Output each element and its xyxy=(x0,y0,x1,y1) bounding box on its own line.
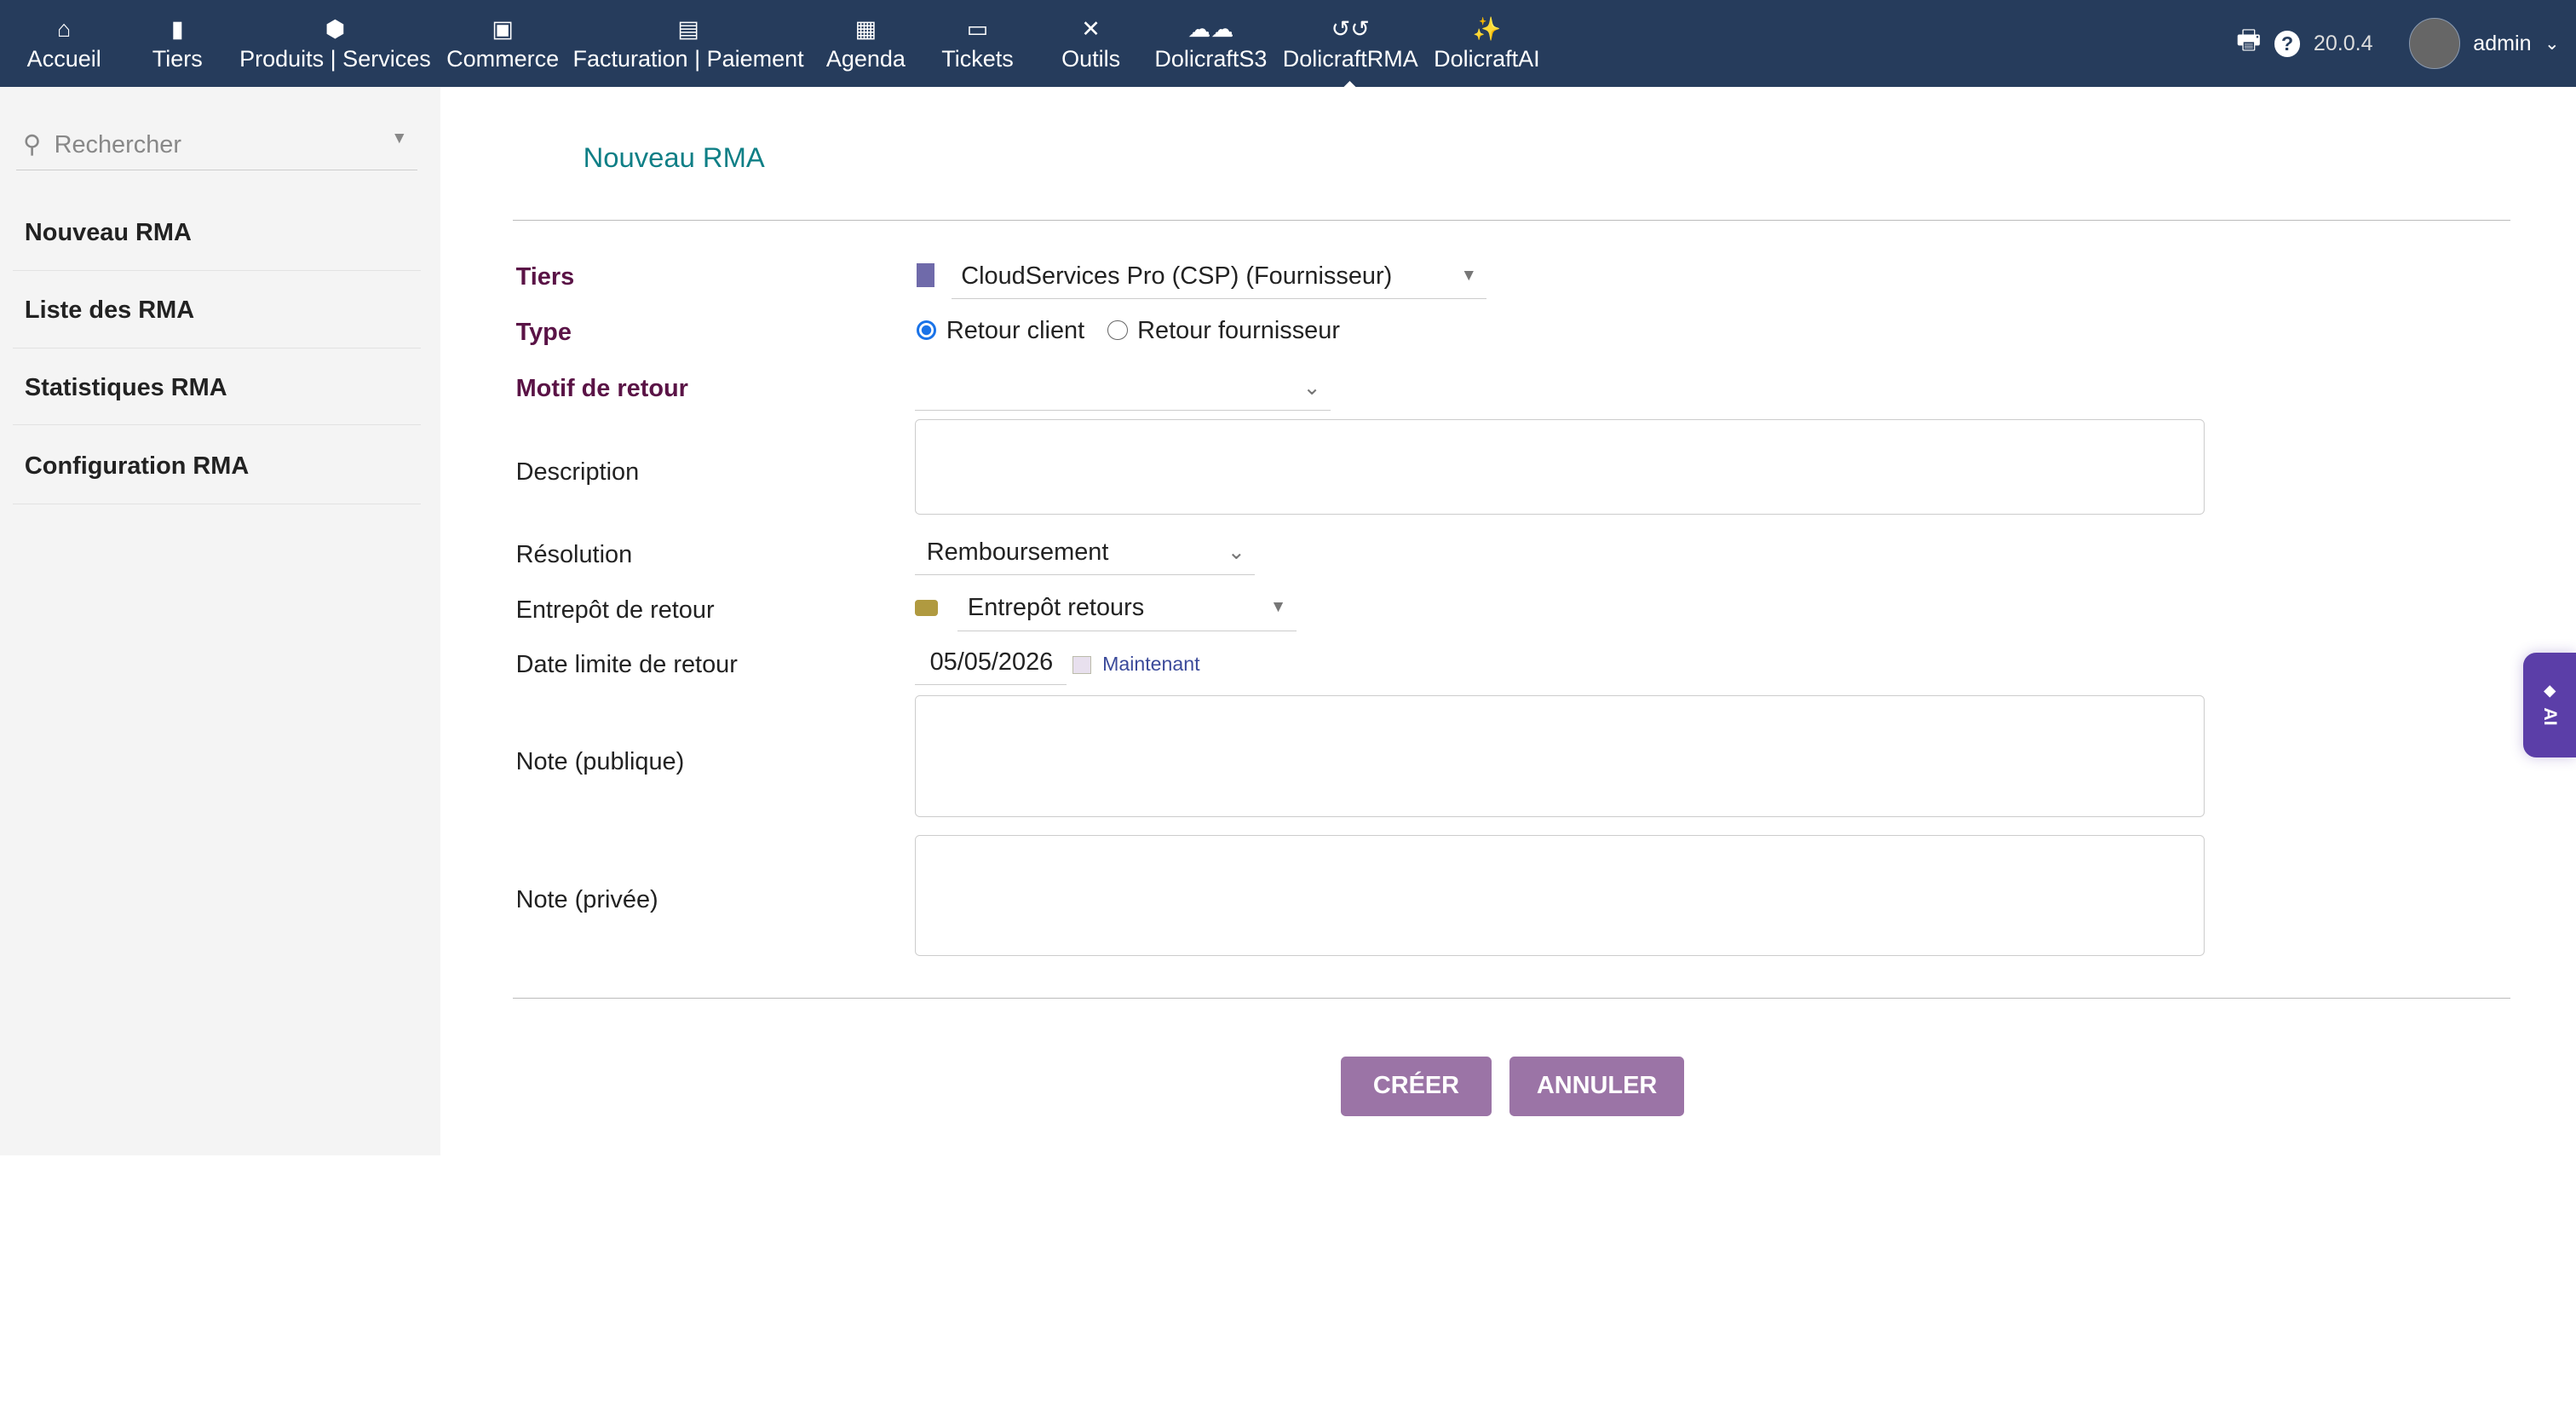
nav-item-facturation-paiement[interactable]: ▤ Facturation | Paiement xyxy=(573,13,804,72)
nav-item-label: Commerce xyxy=(446,45,560,72)
divider xyxy=(512,997,2510,999)
maintenant-link[interactable]: Maintenant xyxy=(1102,652,1200,675)
note-public-label: Note (publique) xyxy=(515,747,685,775)
building-icon: ▮ xyxy=(170,16,184,43)
nav-item-tickets[interactable]: ▭ Tickets xyxy=(941,13,1014,72)
nav-item-label: DolicraftS3 xyxy=(1154,45,1268,72)
chevron-down-icon: ⌄ xyxy=(1227,539,1245,564)
description-label: Description xyxy=(515,458,640,487)
chevron-down-icon[interactable]: ⌄ xyxy=(2544,33,2560,54)
help-icon[interactable]: ? xyxy=(2274,30,2301,57)
nav-item-agenda[interactable]: ▦ Agenda xyxy=(826,13,906,72)
nav-item-outils[interactable]: ✕ Outils xyxy=(1061,13,1120,72)
nav-item-label: DolicraftAI xyxy=(1434,45,1540,72)
invoice-icon: ▤ xyxy=(677,16,699,43)
nav-item-label: Agenda xyxy=(825,45,906,72)
caret-down-icon: ▼ xyxy=(1460,266,1477,285)
calendar-icon: ▦ xyxy=(854,16,877,43)
note-private-label: Note (privée) xyxy=(515,885,658,913)
motif-select[interactable]: ⌄ xyxy=(915,368,1331,412)
box-icon xyxy=(915,599,939,617)
diamond-icon: ◆ xyxy=(2544,682,2556,700)
resolution-select[interactable]: Remboursement ⌄ xyxy=(915,533,1256,575)
nav-item-label: DolicraftRMA xyxy=(1282,45,1418,72)
type-label: Type xyxy=(515,319,572,347)
avatar[interactable] xyxy=(2409,18,2460,70)
home-icon: ⌂ xyxy=(57,16,72,43)
nav-item-tiers[interactable]: ▮ Tiers xyxy=(152,13,203,72)
building-icon xyxy=(917,262,935,288)
cube-icon: ⬢ xyxy=(325,16,346,43)
nav-item-label: Facturation | Paiement xyxy=(572,45,804,72)
magic-wand-icon: ✨ xyxy=(1472,16,1502,43)
radio-retour-client[interactable]: Retour client xyxy=(917,317,1084,344)
nav-item-label: Accueil xyxy=(26,45,101,72)
print-icon[interactable]: 🖶 xyxy=(2236,25,2262,55)
version-text: 20.0.4 xyxy=(2313,31,2373,55)
top-navigation: ⌂ Accueil ▮ Tiers ⬢ Produits | Services ▣ Comme… xyxy=(0,0,2576,89)
nav-item-commerce[interactable]: ▣ Commerce xyxy=(446,13,559,72)
nav-item-dolicrafts3[interactable]: ☁☁ DolicraftS3 xyxy=(1154,13,1267,72)
radio-retour-fournisseur[interactable]: Retour fournisseur xyxy=(1107,317,1340,344)
nav-item-label: Tiers xyxy=(152,45,203,72)
undo-icon: ↺↺ xyxy=(1331,16,1370,43)
motif-label: Motif de retour xyxy=(515,374,688,402)
page-title: Nouveau RMA xyxy=(583,141,765,173)
nav-item-produits-services[interactable]: ⬢ Produits | Services xyxy=(239,13,431,72)
divider xyxy=(512,220,2510,221)
ai-assistant-tab[interactable]: ◆ AI xyxy=(2523,652,2576,758)
user-menu[interactable]: admin xyxy=(2473,31,2532,55)
calendar-icon[interactable] xyxy=(1072,655,1091,674)
sidebar: ⚲ Rechercher ▼ Nouveau RMA Liste des RMA … xyxy=(0,87,440,1155)
nav-item-dolicraftrma[interactable]: ↺↺ DolicraftRMA xyxy=(1282,13,1418,89)
tiers-select[interactable]: CloudServices Pro (CSP) (Fournisseur) ▼ xyxy=(951,256,1487,299)
tiers-label: Tiers xyxy=(515,262,575,291)
entrepot-select[interactable]: Entrepôt retours ▼ xyxy=(957,588,1297,631)
briefcase-icon: ▣ xyxy=(492,16,514,43)
ticket-icon: ▭ xyxy=(966,16,989,43)
cloud-icon: ☁☁ xyxy=(1187,16,1234,43)
sidebar-item-liste-rma[interactable]: Liste des RMA xyxy=(13,273,421,348)
date-input[interactable]: 05/05/2026 xyxy=(915,642,1067,686)
chevron-down-icon: ⌄ xyxy=(1302,376,1321,400)
sidebar-item-nouveau-rma[interactable]: Nouveau RMA xyxy=(13,195,421,272)
cancel-button[interactable]: ANNULER xyxy=(1509,1057,1684,1116)
nav-item-label: Produits | Services xyxy=(239,45,431,72)
entrepot-label: Entrepôt de retour xyxy=(515,596,715,625)
note-public-textarea[interactable] xyxy=(915,694,2205,817)
search-input[interactable]: ⚲ Rechercher ▼ xyxy=(16,130,417,170)
note-private-textarea[interactable] xyxy=(915,834,2205,957)
caret-down-icon[interactable]: ▼ xyxy=(391,130,408,148)
nav-item-label: Tickets xyxy=(941,45,1014,72)
nav-item-dolicraftai[interactable]: ✨ DolicraftAI xyxy=(1434,13,1540,72)
caret-down-icon: ▼ xyxy=(1270,598,1287,617)
description-textarea[interactable] xyxy=(915,418,2205,515)
resolution-label: Résolution xyxy=(515,540,633,568)
tools-icon: ✕ xyxy=(1081,16,1101,43)
type-radio-group: Retour client Retour fournisseur xyxy=(917,317,1340,345)
date-label: Date limite de retour xyxy=(515,650,738,678)
sidebar-item-configuration-rma[interactable]: Configuration RMA xyxy=(13,429,421,505)
create-button[interactable]: CRÉER xyxy=(1340,1057,1492,1116)
search-icon: ⚲ xyxy=(22,131,42,159)
nav-item-accueil[interactable]: ⌂ Accueil xyxy=(27,13,101,72)
nav-item-label: Outils xyxy=(1061,45,1121,72)
sidebar-item-statistiques-rma[interactable]: Statistiques RMA xyxy=(13,350,421,426)
